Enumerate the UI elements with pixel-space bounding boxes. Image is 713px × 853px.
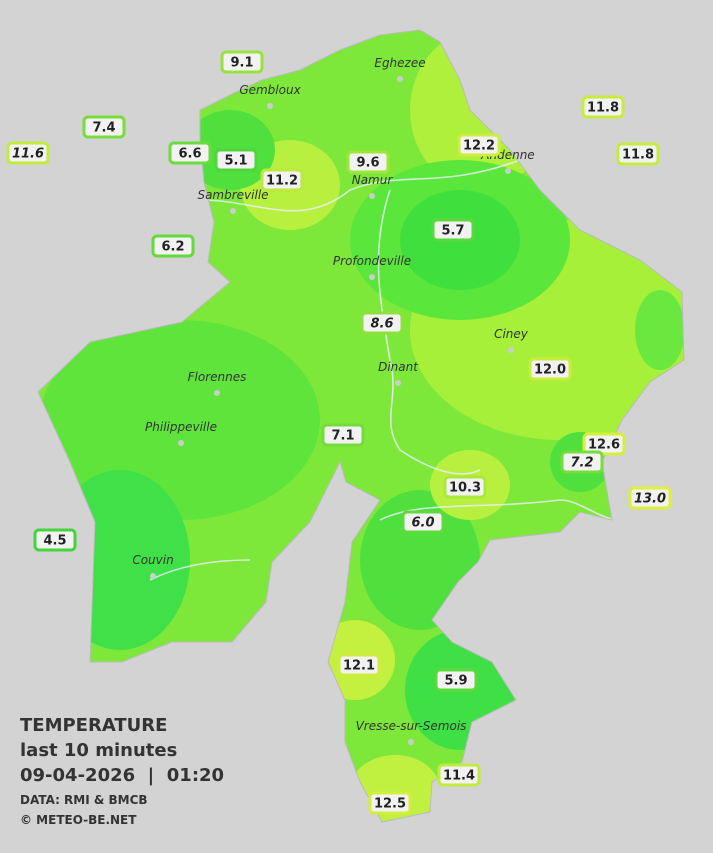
station-box xyxy=(168,141,212,165)
station-box xyxy=(582,432,626,456)
station-value: 9.6 xyxy=(356,156,379,171)
station-value: 12.6 xyxy=(588,438,620,453)
town-dot xyxy=(267,103,273,109)
town-dot xyxy=(397,76,403,82)
station-value: 12.1 xyxy=(343,659,375,674)
station-value: 5.9 xyxy=(444,674,467,689)
station-box xyxy=(214,148,258,172)
town-label: Florennes xyxy=(188,370,247,384)
station-value: 7.1 xyxy=(331,429,354,444)
town-label: Gembloux xyxy=(239,83,301,97)
station-box xyxy=(220,50,264,74)
station-value: 5.7 xyxy=(441,224,464,239)
station-box xyxy=(434,668,478,692)
station-box xyxy=(82,115,126,139)
station-value: 6.0 xyxy=(411,516,434,531)
town-label: Dinant xyxy=(378,360,419,374)
station-value: 7.4 xyxy=(92,121,115,136)
station-value: 9.1 xyxy=(230,56,253,71)
station-box xyxy=(628,486,672,510)
station-box xyxy=(581,95,625,119)
station-box xyxy=(443,475,487,499)
town-label: Vresse-sur-Semois xyxy=(356,719,467,733)
subtitle: last 10 minutes xyxy=(20,740,177,761)
town-dot xyxy=(508,347,514,353)
station-box xyxy=(437,763,481,787)
station-box xyxy=(401,510,445,534)
station-box xyxy=(528,357,572,381)
town-dot xyxy=(395,380,401,386)
town-label: Couvin xyxy=(132,553,173,567)
station-value: 11.8 xyxy=(622,148,654,163)
station-value: 12.0 xyxy=(534,363,566,378)
credit: © METEO-BE.NET xyxy=(20,813,137,827)
station-box xyxy=(33,528,77,552)
station-value: 11.6 xyxy=(12,147,44,162)
town-label: Profondeville xyxy=(333,254,411,268)
town-dot xyxy=(214,390,220,396)
station-value: 12.5 xyxy=(374,797,406,812)
station-box xyxy=(431,218,475,242)
town-label: Philippeville xyxy=(145,420,217,434)
station-value: 11.4 xyxy=(443,769,475,784)
station-value: 11.2 xyxy=(266,174,298,189)
station-value: 12.2 xyxy=(463,139,495,154)
station-box xyxy=(6,141,50,165)
town-dot xyxy=(505,168,511,174)
town-label: Sambreville xyxy=(197,188,268,202)
station-box xyxy=(346,150,390,174)
station-box xyxy=(260,168,304,192)
station-value: 6.2 xyxy=(161,240,184,255)
station-value: 6.6 xyxy=(178,147,201,162)
station-value: 8.6 xyxy=(370,317,393,332)
station-value: 10.3 xyxy=(449,481,481,496)
town-dot xyxy=(230,208,236,214)
town-dot xyxy=(150,573,156,579)
town-dot xyxy=(408,739,414,745)
station-box xyxy=(560,450,604,474)
station-box xyxy=(151,234,195,258)
station-box xyxy=(337,653,381,677)
station-box xyxy=(368,791,412,815)
title: TEMPERATURE xyxy=(20,715,167,736)
station-value: 5.1 xyxy=(224,154,247,169)
station-value: 4.5 xyxy=(43,534,66,549)
town-label: Namur xyxy=(352,173,394,187)
town-dot xyxy=(178,440,184,446)
town-dot xyxy=(369,193,375,199)
source: DATA: RMI & BMCB xyxy=(20,793,148,807)
station-value: 11.8 xyxy=(587,101,619,116)
station-box xyxy=(616,142,660,166)
town-label: Eghezee xyxy=(374,56,425,70)
station-box xyxy=(360,311,404,335)
station-value: 7.2 xyxy=(570,456,593,471)
timestamp: 09-04-2026 | 01:20 xyxy=(20,765,224,786)
town-label: Ciney xyxy=(494,327,529,341)
station-box xyxy=(321,423,365,447)
station-box xyxy=(457,133,501,157)
station-value: 13.0 xyxy=(634,492,666,507)
town-dot xyxy=(369,274,375,280)
